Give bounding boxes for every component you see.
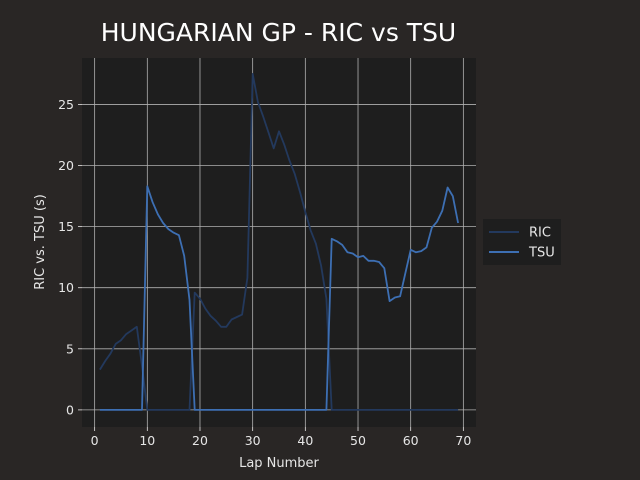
- y-tick-label: 15: [58, 219, 74, 234]
- legend-label-ric: RIC: [529, 226, 551, 241]
- y-axis-ticks: 0 5 10 15 20 25: [58, 97, 82, 417]
- y-axis-label: RIC vs. TSU (s): [33, 194, 48, 290]
- series-lines: [99, 73, 459, 411]
- x-tick-label: 20: [192, 433, 208, 448]
- legend-box: [483, 219, 561, 265]
- grid: [82, 58, 476, 427]
- x-tick-label: 40: [297, 433, 313, 448]
- y-tick-label: 25: [58, 97, 74, 112]
- y-tick-label: 10: [58, 280, 74, 295]
- x-tick-label: 10: [139, 433, 155, 448]
- plot-area: [82, 58, 476, 427]
- y-tick-label: 5: [66, 341, 74, 356]
- legend-label-tsu: TSU: [528, 246, 555, 261]
- x-tick-label: 60: [403, 433, 419, 448]
- legend: RIC TSU: [483, 219, 561, 265]
- x-axis-label: Lap Number: [239, 456, 319, 471]
- y-tick-label: 20: [58, 158, 74, 173]
- x-axis-ticks: 0 10 20 30 40 50 60 70: [91, 427, 471, 448]
- x-tick-label: 30: [245, 433, 261, 448]
- series-line-ric: [99, 73, 459, 411]
- x-tick-label: 0: [91, 433, 99, 448]
- x-tick-label: 50: [350, 433, 366, 448]
- y-tick-label: 0: [66, 402, 74, 417]
- series-line-tsu: [99, 185, 459, 411]
- chart-title: HUNGARIAN GP - RIC vs TSU: [101, 18, 456, 47]
- x-tick-label: 70: [455, 433, 471, 448]
